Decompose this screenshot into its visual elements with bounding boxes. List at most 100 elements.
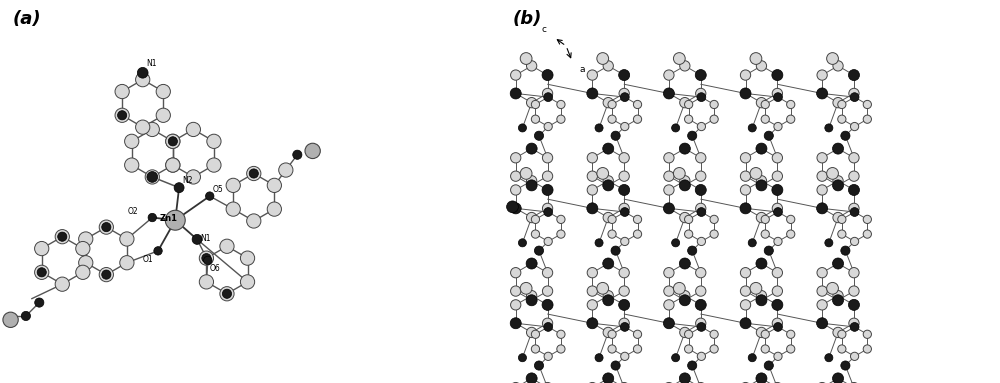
Circle shape (848, 300, 859, 310)
Circle shape (664, 185, 674, 195)
Circle shape (305, 143, 320, 159)
Circle shape (115, 84, 129, 99)
Circle shape (595, 354, 603, 362)
Circle shape (204, 256, 212, 265)
Circle shape (710, 215, 718, 224)
Circle shape (748, 239, 756, 247)
Circle shape (199, 251, 214, 265)
Circle shape (679, 373, 690, 383)
Circle shape (58, 232, 67, 241)
Circle shape (849, 318, 859, 328)
Circle shape (833, 143, 844, 154)
Circle shape (608, 215, 616, 224)
Circle shape (557, 215, 565, 224)
Circle shape (827, 167, 838, 179)
Circle shape (587, 203, 598, 214)
Circle shape (695, 185, 706, 195)
Circle shape (520, 52, 532, 64)
Circle shape (603, 291, 613, 301)
Text: O5: O5 (213, 185, 224, 194)
Circle shape (848, 185, 859, 195)
Circle shape (685, 215, 693, 224)
Circle shape (148, 213, 156, 222)
Circle shape (220, 286, 234, 301)
Circle shape (849, 171, 859, 181)
Circle shape (76, 265, 90, 280)
Text: (a): (a) (12, 10, 41, 28)
Circle shape (633, 330, 642, 339)
Circle shape (99, 267, 113, 282)
Circle shape (756, 176, 767, 186)
Circle shape (787, 345, 795, 353)
Circle shape (838, 330, 846, 339)
Circle shape (850, 208, 859, 216)
Circle shape (608, 230, 616, 238)
Circle shape (664, 286, 674, 296)
Circle shape (174, 183, 184, 193)
Circle shape (293, 150, 302, 159)
Circle shape (611, 131, 620, 140)
Circle shape (207, 158, 221, 172)
Circle shape (863, 215, 871, 224)
Circle shape (544, 352, 552, 360)
Circle shape (761, 345, 769, 353)
Circle shape (633, 115, 642, 123)
Circle shape (672, 354, 680, 362)
Circle shape (619, 171, 629, 181)
Circle shape (740, 318, 751, 329)
Circle shape (697, 123, 706, 131)
Text: Zn1: Zn1 (160, 214, 178, 223)
Circle shape (825, 239, 833, 247)
Circle shape (510, 203, 521, 214)
Circle shape (688, 246, 697, 255)
Circle shape (772, 300, 783, 310)
Circle shape (849, 153, 859, 163)
Circle shape (102, 270, 111, 279)
Circle shape (511, 268, 521, 278)
Circle shape (199, 275, 214, 289)
Circle shape (21, 311, 30, 321)
Circle shape (850, 123, 859, 131)
Circle shape (672, 239, 680, 247)
Circle shape (166, 158, 180, 172)
Circle shape (165, 210, 185, 230)
Circle shape (761, 100, 769, 109)
Circle shape (544, 322, 553, 331)
Circle shape (817, 300, 827, 310)
Circle shape (740, 153, 751, 163)
Circle shape (772, 268, 783, 278)
Circle shape (511, 70, 521, 80)
Circle shape (166, 134, 180, 149)
Circle shape (772, 203, 783, 213)
Circle shape (833, 180, 844, 191)
Circle shape (55, 229, 69, 244)
Circle shape (679, 258, 690, 269)
Circle shape (664, 268, 674, 278)
Circle shape (772, 70, 783, 80)
Circle shape (608, 330, 616, 339)
Circle shape (673, 52, 685, 64)
Circle shape (120, 255, 134, 270)
Circle shape (534, 246, 544, 255)
Circle shape (817, 203, 828, 214)
Circle shape (247, 166, 261, 181)
Circle shape (526, 258, 537, 269)
Text: a: a (580, 65, 585, 74)
Circle shape (750, 52, 762, 64)
Circle shape (685, 345, 693, 353)
Circle shape (226, 202, 240, 216)
Circle shape (673, 167, 685, 179)
Circle shape (838, 100, 846, 109)
Circle shape (756, 258, 767, 269)
Circle shape (838, 345, 846, 353)
Circle shape (520, 167, 532, 179)
Circle shape (510, 318, 521, 329)
Circle shape (696, 153, 706, 163)
Circle shape (595, 239, 603, 247)
Text: c: c (542, 25, 547, 33)
Circle shape (774, 237, 782, 246)
Circle shape (619, 153, 629, 163)
Circle shape (542, 268, 553, 278)
Circle shape (267, 202, 281, 216)
Circle shape (710, 115, 718, 123)
